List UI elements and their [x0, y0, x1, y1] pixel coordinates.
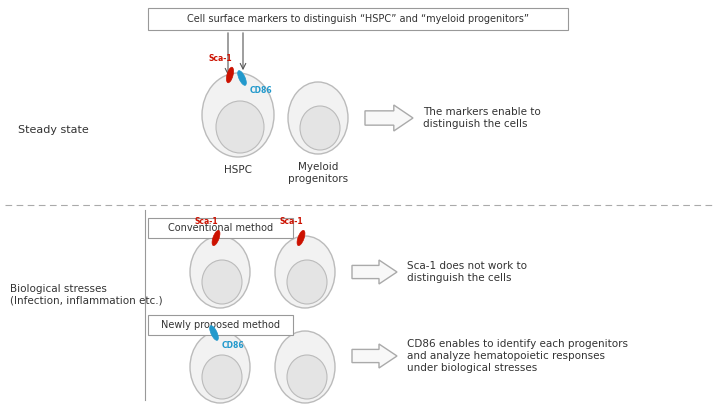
Ellipse shape [210, 326, 218, 340]
Text: Steady state: Steady state [18, 125, 89, 135]
FancyBboxPatch shape [148, 315, 293, 335]
Text: Sca-1: Sca-1 [279, 217, 303, 226]
Text: CD86 enables to identify each progenitors
and analyze hematopoietic responses
un: CD86 enables to identify each progenitor… [407, 339, 628, 373]
Text: Biological stresses
(Infection, inflammation etc.): Biological stresses (Infection, inflamma… [10, 284, 163, 306]
Ellipse shape [202, 260, 242, 304]
Polygon shape [365, 105, 413, 131]
Ellipse shape [300, 106, 340, 150]
Text: Conventional method: Conventional method [168, 223, 273, 233]
Text: Cell surface markers to distinguish “HSPC” and “myeloid progenitors”: Cell surface markers to distinguish “HSP… [187, 14, 529, 24]
Ellipse shape [202, 355, 242, 399]
Ellipse shape [190, 331, 250, 403]
Polygon shape [352, 344, 397, 368]
Ellipse shape [275, 236, 335, 308]
FancyBboxPatch shape [148, 218, 293, 238]
Ellipse shape [190, 236, 250, 308]
Ellipse shape [212, 230, 220, 245]
Text: Newly proposed method: Newly proposed method [161, 320, 280, 330]
Ellipse shape [202, 73, 274, 157]
Text: HSPC: HSPC [224, 165, 252, 175]
Ellipse shape [288, 82, 348, 154]
Text: Sca-1: Sca-1 [208, 54, 232, 63]
Ellipse shape [287, 260, 327, 304]
Ellipse shape [216, 101, 264, 153]
Text: The markers enable to
distinguish the cells: The markers enable to distinguish the ce… [423, 107, 541, 129]
Text: Sca-1 does not work to
distinguish the cells: Sca-1 does not work to distinguish the c… [407, 261, 527, 283]
Ellipse shape [297, 230, 305, 245]
Polygon shape [352, 260, 397, 284]
Text: CD86: CD86 [222, 341, 245, 350]
Text: Myeloid
progenitors: Myeloid progenitors [288, 162, 348, 183]
Ellipse shape [287, 355, 327, 399]
Text: Sca-1: Sca-1 [194, 217, 218, 226]
Ellipse shape [275, 331, 335, 403]
FancyBboxPatch shape [148, 8, 568, 30]
Text: CD86: CD86 [250, 86, 273, 95]
Ellipse shape [238, 70, 246, 85]
Ellipse shape [226, 67, 233, 83]
